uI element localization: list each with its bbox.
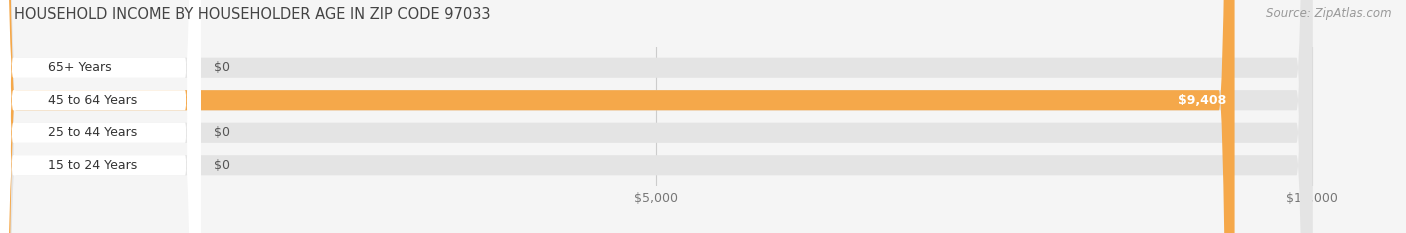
FancyBboxPatch shape xyxy=(0,0,1312,233)
FancyBboxPatch shape xyxy=(0,0,1234,233)
Text: HOUSEHOLD INCOME BY HOUSEHOLDER AGE IN ZIP CODE 97033: HOUSEHOLD INCOME BY HOUSEHOLDER AGE IN Z… xyxy=(14,7,491,22)
FancyBboxPatch shape xyxy=(0,0,1312,233)
FancyBboxPatch shape xyxy=(0,0,1312,233)
Text: 25 to 44 Years: 25 to 44 Years xyxy=(48,126,138,139)
FancyBboxPatch shape xyxy=(0,0,1312,233)
Text: Source: ZipAtlas.com: Source: ZipAtlas.com xyxy=(1267,7,1392,20)
Text: 65+ Years: 65+ Years xyxy=(48,61,112,74)
FancyBboxPatch shape xyxy=(0,0,201,233)
FancyBboxPatch shape xyxy=(0,0,201,233)
Text: $0: $0 xyxy=(214,159,231,172)
Text: $9,408: $9,408 xyxy=(1178,94,1226,107)
FancyBboxPatch shape xyxy=(0,0,201,233)
Text: 45 to 64 Years: 45 to 64 Years xyxy=(48,94,138,107)
Text: 15 to 24 Years: 15 to 24 Years xyxy=(48,159,138,172)
Text: $0: $0 xyxy=(214,61,231,74)
Text: $0: $0 xyxy=(214,126,231,139)
FancyBboxPatch shape xyxy=(0,0,201,233)
